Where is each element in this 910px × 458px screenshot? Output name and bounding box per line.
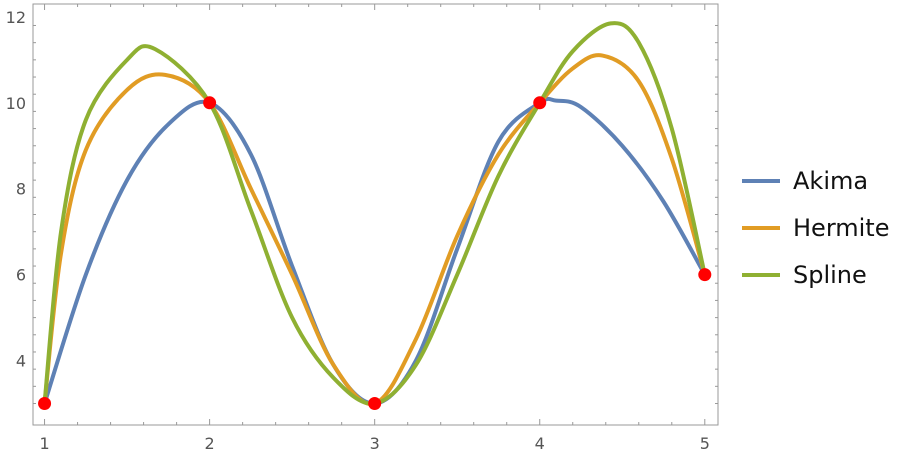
plot-frame [32, 3, 719, 426]
x-tick-label: 3 [370, 434, 380, 453]
x-tick-label: 2 [205, 434, 215, 453]
y-tick-label: 4 [16, 352, 26, 371]
x-tick-label: 4 [535, 434, 545, 453]
y-tick-label: 8 [16, 180, 26, 199]
data-point [368, 397, 382, 411]
series-layer [42, 21, 707, 407]
x-axis: 1 2 3 4 5 [39, 4, 710, 453]
legend-item-spline: Spline [742, 261, 867, 289]
legend-item-hermite: Hermite [742, 214, 889, 242]
y-axis: 4 6 8 10 12 [6, 8, 718, 405]
legend-label: Spline [793, 261, 867, 289]
y-tick-label: 10 [6, 94, 26, 113]
series-line-hermite [42, 53, 707, 407]
y-tick-label: 12 [6, 8, 26, 27]
plot-area-border [32, 3, 719, 426]
x-tick-label: 5 [700, 434, 710, 453]
legend: Akima Hermite Spline [742, 167, 889, 289]
data-point [533, 96, 547, 110]
series-line-akima [42, 96, 707, 406]
data-point [698, 268, 712, 282]
series-line-spline [42, 21, 707, 406]
y-tick-label: 6 [16, 266, 26, 285]
x-tick-label: 1 [39, 434, 49, 453]
legend-item-akima: Akima [742, 167, 868, 195]
legend-label: Akima [793, 167, 868, 195]
data-point [203, 96, 217, 110]
legend-label: Hermite [793, 214, 889, 242]
data-point [38, 397, 52, 411]
data-points [38, 96, 712, 411]
